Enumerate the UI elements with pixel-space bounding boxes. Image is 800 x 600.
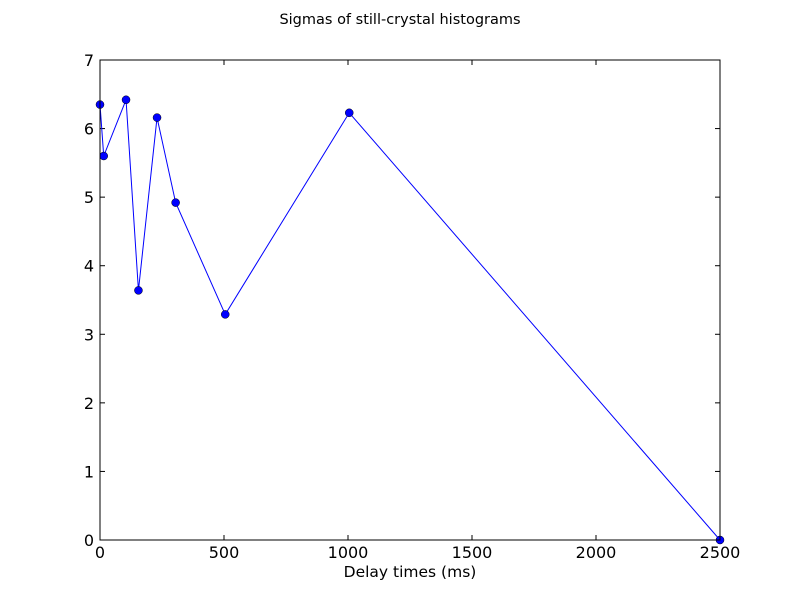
y-tick-label: 3	[84, 325, 94, 344]
y-tick-label: 5	[84, 188, 94, 207]
data-point	[152, 113, 162, 122]
y-tick-label: 1	[84, 462, 94, 481]
x-tick-label: 2500	[700, 543, 741, 562]
x-tick-label: 1000	[328, 543, 369, 562]
x-tick-label: 2000	[576, 543, 617, 562]
plot-area: 0 500 1000 1500 2000 2500 0 1 2 3 4 5 6 7	[84, 51, 741, 562]
y-tick-label: 0	[84, 531, 94, 550]
y-tick-label: 6	[84, 120, 94, 139]
data-point	[344, 108, 354, 118]
x-tick-label: 1500	[452, 543, 493, 562]
data-point	[99, 151, 108, 161]
chart-title: Sigmas of still-crystal histograms	[279, 12, 520, 28]
x-tick-label: 0	[95, 543, 105, 562]
data-point	[220, 310, 230, 319]
x-axis-label: Delay times (ms)	[344, 563, 477, 581]
data-point	[171, 198, 180, 207]
y-tick-label: 2	[84, 394, 94, 413]
data-point	[121, 95, 131, 105]
plot-frame	[99, 59, 721, 541]
series-line	[99, 99, 721, 541]
data-point	[134, 286, 143, 295]
y-tick-label: 4	[84, 257, 94, 276]
x-tick-label: 500	[209, 543, 240, 562]
y-tick-label: 7	[84, 51, 94, 70]
